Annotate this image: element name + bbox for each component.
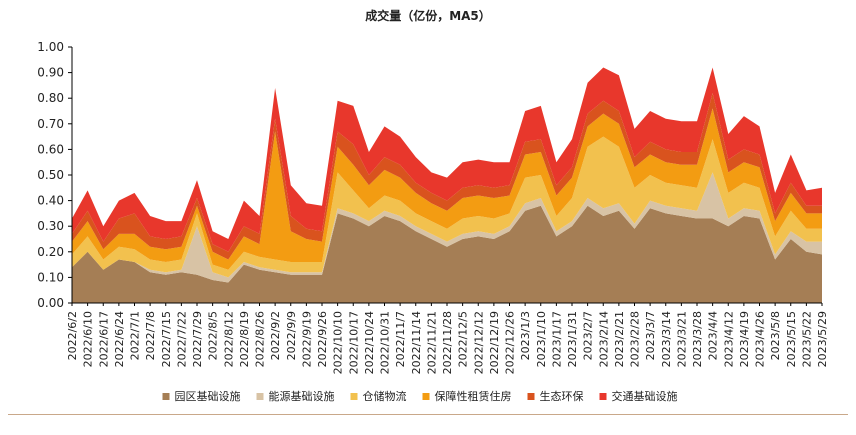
x-tick-label: 2023/5/29 — [816, 311, 829, 367]
x-tick-label: 2022/12/26 — [504, 311, 517, 374]
x-tick-label: 2023/4/4 — [707, 311, 720, 360]
y-tick-label: 0.80 — [37, 91, 64, 105]
x-tick-label: 2023/4/19 — [738, 311, 751, 367]
legend-label: 能源基础设施 — [269, 389, 335, 403]
x-tick-label: 2022/10/24 — [363, 311, 376, 374]
x-tick-label: 2022/9/19 — [300, 311, 313, 367]
legend-label: 仓储物流 — [363, 389, 407, 403]
x-tick-label: 2023/1/17 — [550, 311, 563, 367]
x-tick-label: 2022/11/21 — [425, 311, 438, 374]
x-tick-label: 2022/7/1 — [129, 311, 142, 360]
x-tick-label: 2023/2/28 — [629, 311, 642, 367]
x-tick-label: 2022/6/17 — [97, 311, 110, 367]
x-tick-label: 2022/11/28 — [441, 311, 454, 374]
x-tick-label: 2022/8/5 — [207, 311, 220, 360]
area-series-3 — [72, 108, 822, 270]
x-axis: 2022/6/2 2022/6/10 2022/6/17 2022/6/24 2022/… — [66, 302, 829, 374]
x-tick-label: 2022/9/26 — [316, 311, 329, 367]
x-tick-label: 2023/5/15 — [785, 311, 798, 367]
x-tick-label: 2023/4/26 — [754, 311, 767, 367]
y-tick-label: 0.30 — [37, 219, 64, 233]
x-tick-label: 2022/9/2 — [269, 311, 282, 360]
x-tick-label: 2023/3/28 — [691, 311, 704, 367]
x-tick-label: 2023/3/14 — [660, 311, 673, 367]
x-tick-label: 2023/1/10 — [535, 311, 548, 367]
x-tick-label: 2022/9/9 — [285, 311, 298, 360]
x-tick-label: 2022/7/29 — [191, 311, 204, 367]
x-tick-label: 2023/1/3 — [519, 311, 532, 360]
x-tick-label: 2023/5/22 — [800, 311, 813, 367]
legend-label: 保障性租赁住房 — [435, 389, 512, 403]
y-tick-label: 0.00 — [37, 296, 64, 310]
area-series-group — [72, 67, 822, 303]
area-series-2 — [72, 136, 822, 278]
x-tick-label: 2022/6/24 — [113, 311, 126, 367]
x-tick-label: 2022/10/31 — [379, 311, 392, 374]
x-tick-label: 2022/6/10 — [82, 311, 95, 367]
x-tick-label: 2022/7/15 — [160, 311, 173, 367]
x-tick-label: 2022/12/12 — [472, 311, 485, 374]
legend-swatch — [422, 393, 430, 400]
y-tick-label: 1.00 — [37, 40, 64, 54]
x-tick-label: 2023/1/31 — [566, 311, 579, 367]
area-series-4 — [72, 93, 822, 260]
legend-swatch — [350, 393, 358, 400]
x-tick-label: 2022/7/22 — [175, 311, 188, 367]
x-tick-label: 2023/2/21 — [613, 311, 626, 367]
x-tick-label: 2023/3/21 — [675, 311, 688, 367]
x-tick-label: 2022/10/17 — [347, 311, 360, 374]
x-tick-label: 2022/12/19 — [488, 311, 501, 374]
y-tick-label: 0.10 — [37, 270, 64, 284]
legend: 园区基础设施 能源基础设施 仓储物流 保障性租赁住房 生态环保 交通基础设施 — [162, 389, 678, 403]
legend-swatch — [527, 393, 535, 400]
x-tick-label: 2022/12/5 — [457, 311, 470, 367]
x-tick-label: 2022/8/26 — [254, 311, 267, 367]
x-tick-label: 2022/11/14 — [410, 311, 423, 374]
footer-divider — [8, 414, 848, 415]
legend-label: 园区基础设施 — [175, 390, 241, 403]
x-tick-label: 2023/2/14 — [597, 311, 610, 367]
y-tick-label: 0.40 — [37, 194, 64, 208]
x-tick-label: 2023/3/7 — [644, 311, 657, 360]
legend-swatch — [256, 393, 264, 400]
area-series-0 — [72, 205, 822, 303]
legend-swatch — [162, 393, 170, 400]
x-tick-label: 2022/7/8 — [144, 311, 157, 360]
x-tick-label: 2022/8/12 — [222, 311, 235, 367]
x-tick-label: 2022/8/19 — [238, 311, 251, 367]
y-tick-label: 0.90 — [37, 66, 64, 80]
y-tick-label: 0.60 — [37, 142, 64, 156]
y-tick-label: 0.20 — [37, 245, 64, 259]
x-tick-label: 2023/4/12 — [722, 311, 735, 367]
y-tick-label: 0.50 — [37, 168, 64, 182]
y-tick-label: 0.70 — [37, 117, 64, 131]
y-axis: 1.00 0.90 0.80 0.70 0.60 0.50 0.40 0.30 0.20 0.10… — [37, 40, 73, 310]
legend-label: 交通基础设施 — [612, 389, 678, 403]
legend-label: 生态环保 — [540, 389, 584, 403]
x-tick-label: 2022/10/10 — [332, 311, 345, 374]
x-tick-label: 2023/2/7 — [582, 311, 595, 360]
chart-title: 成交量（亿份，MA5） — [365, 8, 491, 23]
legend-swatch — [599, 393, 607, 400]
x-tick-label: 2022/11/7 — [394, 311, 407, 367]
x-tick-label: 2023/5/8 — [769, 311, 782, 360]
x-tick-label: 2022/6/2 — [66, 311, 79, 360]
